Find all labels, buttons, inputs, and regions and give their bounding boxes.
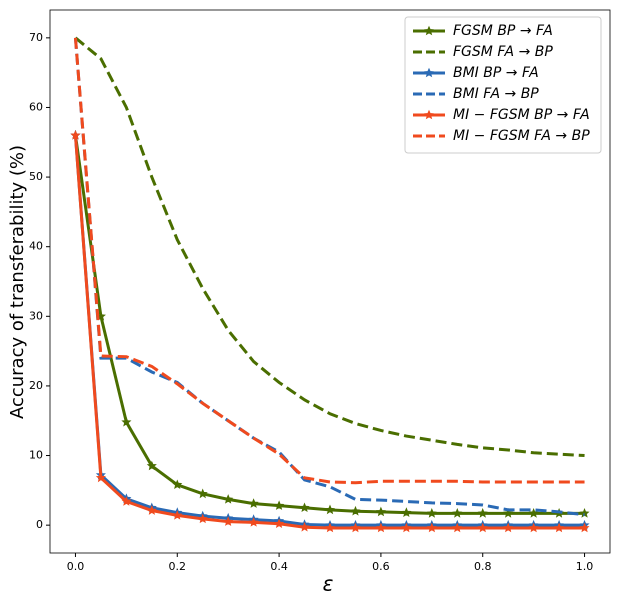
- point-marker: [426, 522, 437, 533]
- point-marker: [146, 460, 157, 471]
- point-marker: [146, 505, 157, 515]
- point-marker: [248, 517, 259, 527]
- plot-frame: [49, 9, 611, 554]
- point-marker: [375, 522, 386, 533]
- legend-marker: [424, 109, 434, 120]
- y-tick-label: 30: [29, 309, 43, 322]
- point-marker: [299, 521, 310, 532]
- point-marker: [172, 510, 183, 520]
- y-tick-label: 60: [29, 100, 43, 113]
- point-marker: [503, 522, 514, 533]
- series-line: [73, 37, 585, 485]
- legend-label: BMI BP → FA: [453, 65, 539, 81]
- series-line: [73, 135, 585, 515]
- point-marker: [223, 516, 234, 526]
- point-marker: [452, 522, 463, 533]
- x-axis-label: ε: [323, 572, 334, 596]
- point-marker: [579, 507, 590, 518]
- point-marker: [274, 500, 285, 510]
- x-tick-label: 1.0: [576, 560, 594, 573]
- point-marker: [503, 507, 514, 518]
- x-tick-label: 0.0: [67, 560, 85, 573]
- point-marker: [197, 488, 208, 499]
- y-tick-label: 50: [29, 170, 43, 183]
- point-marker: [401, 507, 412, 517]
- point-marker: [401, 522, 412, 533]
- legend-label: FGSM FA → BP: [453, 44, 553, 60]
- point-marker: [324, 504, 336, 515]
- y-axis-label: Accuracy of transferability (%): [7, 145, 28, 419]
- y-tick-label: 0: [36, 518, 43, 531]
- point-marker: [121, 416, 132, 427]
- point-marker: [299, 502, 310, 513]
- point-marker: [95, 472, 106, 483]
- point-marker: [121, 496, 132, 506]
- legend-label: BMI FA → BP: [453, 86, 539, 102]
- point-marker: [197, 513, 208, 524]
- y-tick-label: 40: [29, 240, 43, 253]
- point-marker: [248, 498, 259, 508]
- y-tick-label: 70: [29, 31, 43, 44]
- legend-marker: [424, 67, 434, 78]
- point-marker: [477, 507, 488, 518]
- point-marker: [324, 522, 336, 533]
- series-line: [73, 135, 585, 530]
- y-tick-label: 10: [29, 449, 43, 462]
- point-marker: [452, 507, 463, 518]
- series-line: [74, 36, 585, 458]
- point-marker: [172, 479, 183, 490]
- x-tick-label: 0.2: [169, 560, 187, 573]
- point-marker: [70, 129, 81, 140]
- point-marker: [350, 522, 361, 533]
- legend-box: [404, 16, 602, 154]
- legend-label: MI − FGSM FA → BP: [453, 128, 590, 144]
- legend-label: MI − FGSM BP → FA: [453, 107, 590, 123]
- x-tick-label: 0.6: [372, 560, 390, 573]
- point-marker: [426, 507, 437, 518]
- series-line: [73, 37, 585, 517]
- point-marker: [350, 505, 361, 516]
- x-tick-label: 0.8: [474, 560, 492, 573]
- point-marker: [579, 522, 590, 533]
- point-marker: [528, 507, 539, 518]
- legend-marker: [424, 25, 434, 36]
- point-marker: [375, 506, 386, 517]
- point-marker: [528, 522, 539, 533]
- point-marker: [477, 522, 488, 533]
- point-marker: [223, 494, 234, 504]
- x-tick-label: 0.4: [270, 560, 288, 573]
- point-marker: [554, 522, 565, 533]
- point-marker: [274, 518, 285, 529]
- legend-label: FGSM BP → FA: [453, 23, 553, 39]
- y-tick-label: 20: [29, 379, 43, 392]
